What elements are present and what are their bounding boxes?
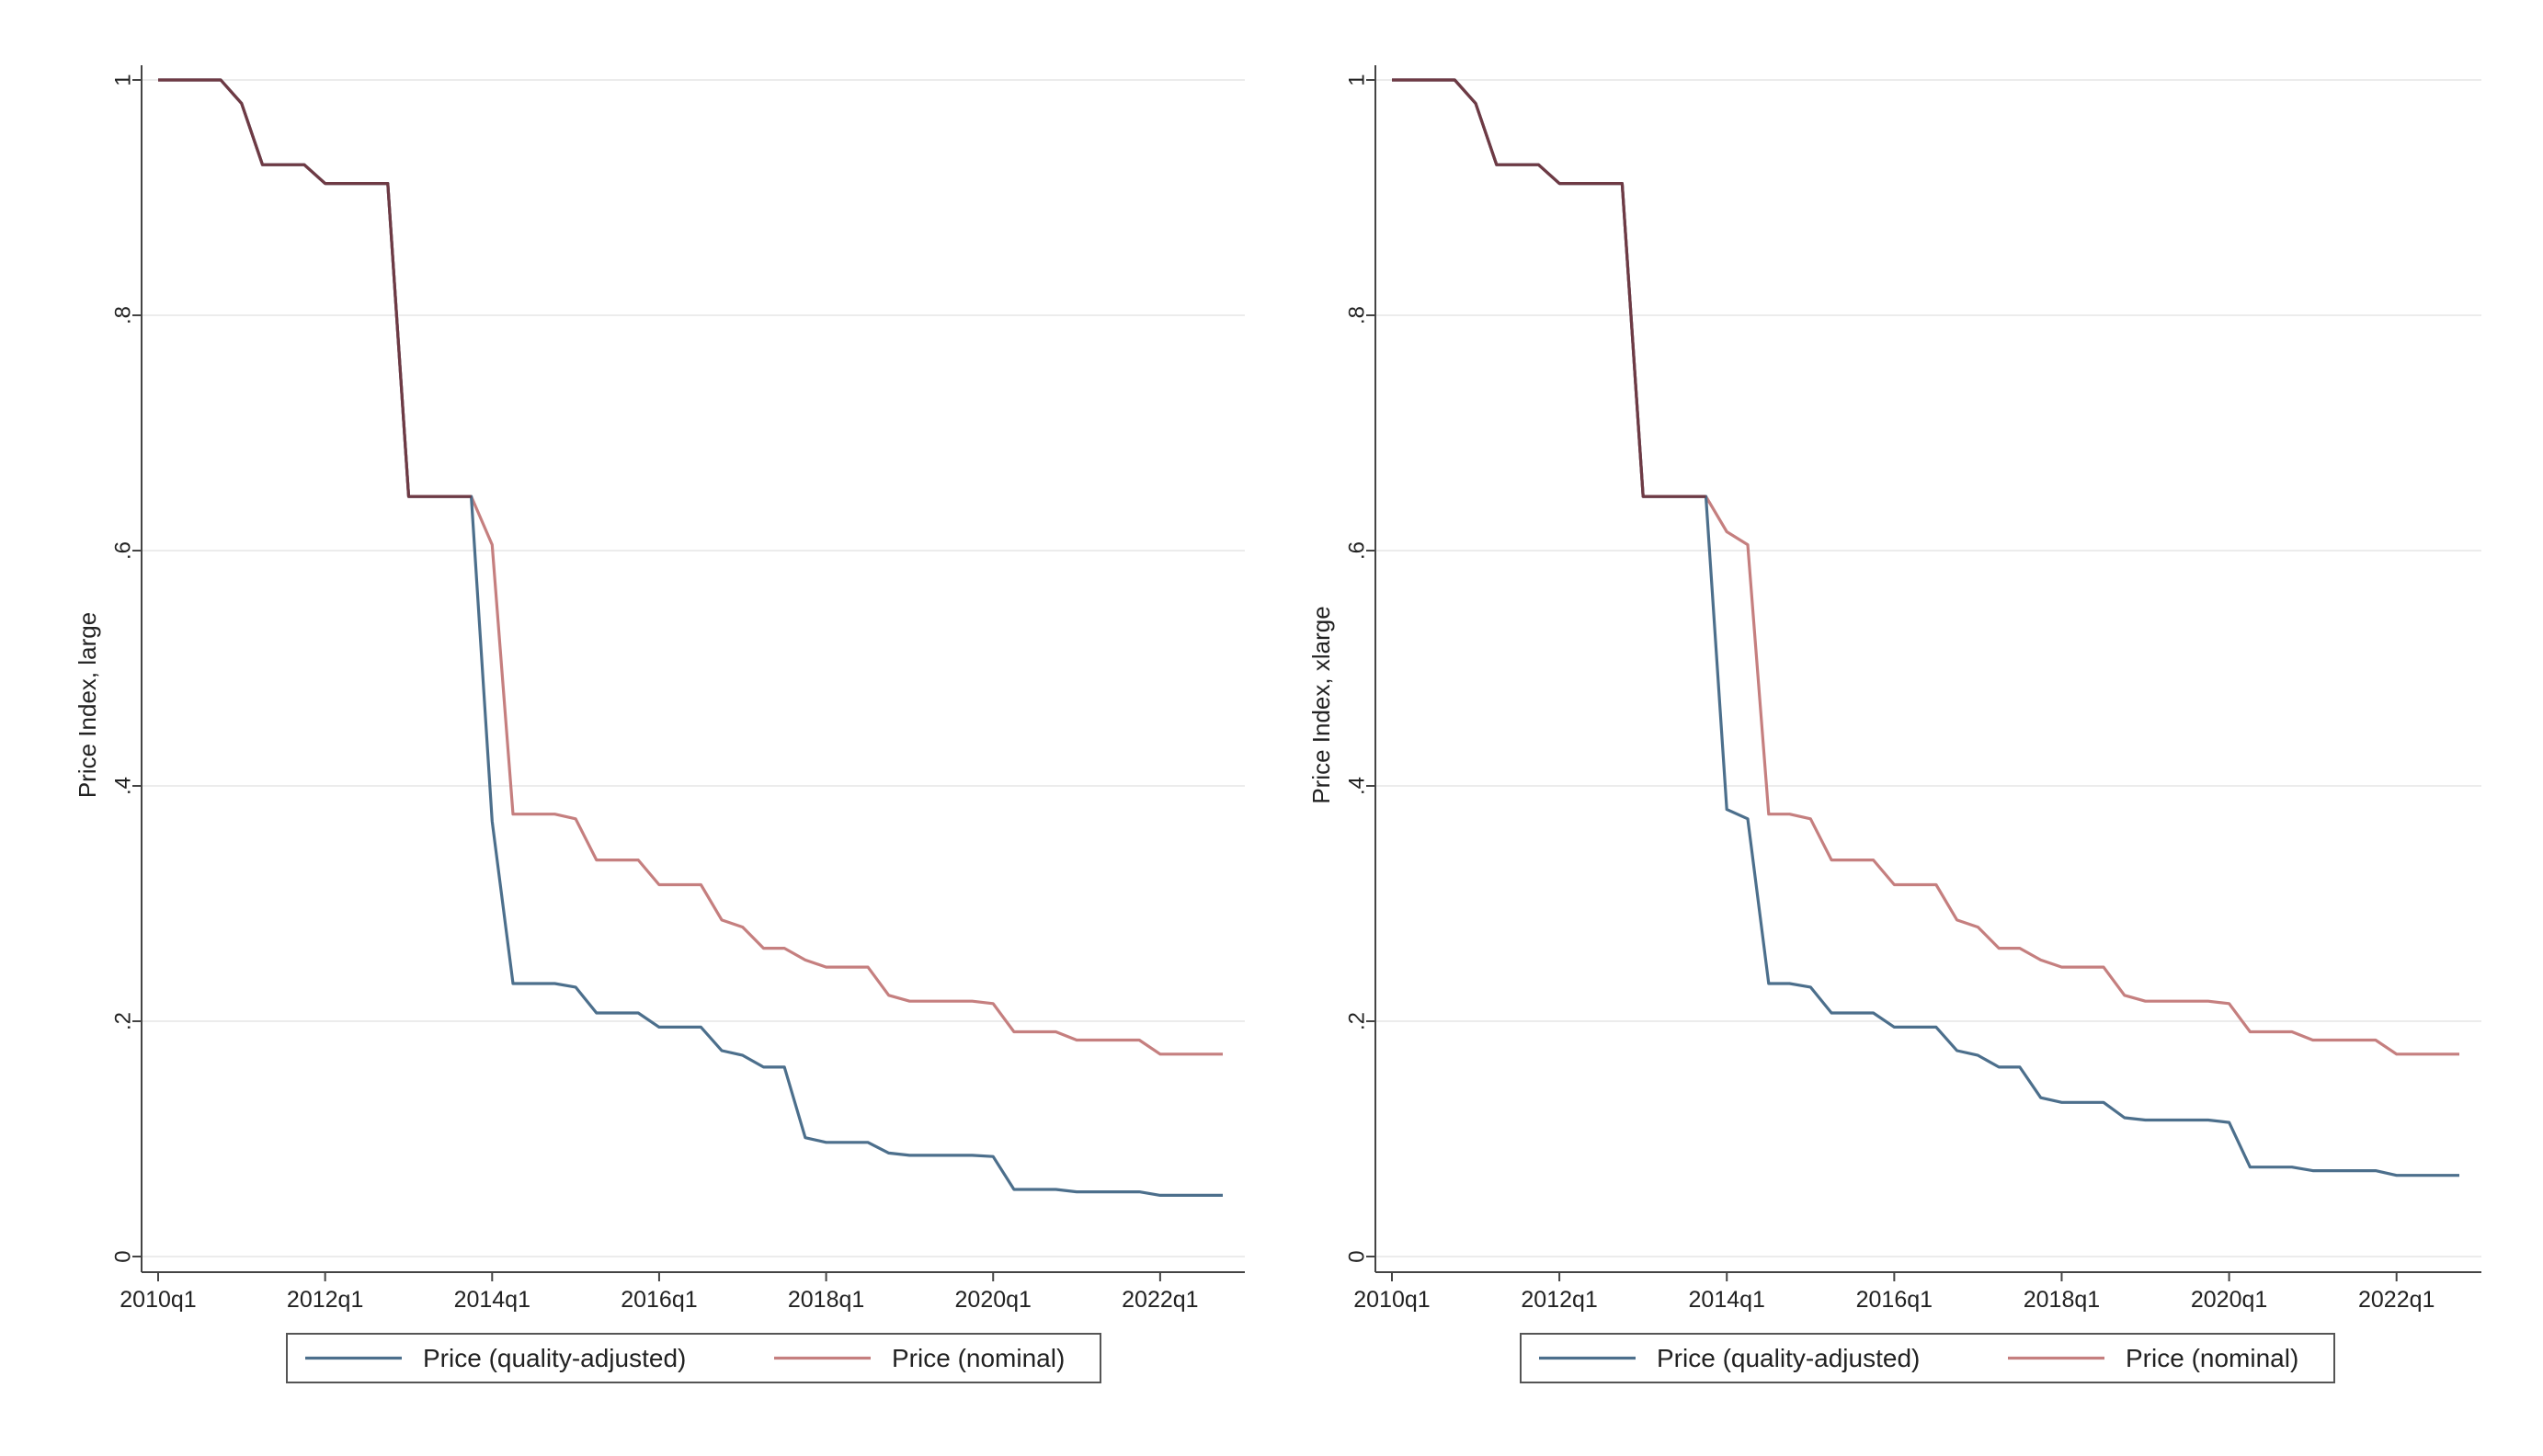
y-tick-label: 0 — [1345, 1250, 1370, 1262]
chart-panel-large: 0 .2 .4 .6 .8 1 2010q1 2012q1 2014q1 2016q1 2018q1… — [74, 65, 1245, 1383]
legend: Price (quality-adjusted) Price (nominal) — [1520, 1333, 2335, 1383]
chart-panel-xlarge: 0 .2 .4 .6 .8 1 2010q1 2012q1 2014q1 2016q1 2018q1… — [1307, 65, 2481, 1383]
x-tick-label: 2014q1 — [1689, 1287, 1765, 1313]
series-line-price-quality-adjusted — [1392, 78, 2459, 1177]
series-line-price-quality-adjusted — [158, 78, 1223, 1198]
x-tick-label: 2010q1 — [1353, 1287, 1430, 1313]
x-tick-label: 2020q1 — [2191, 1287, 2267, 1313]
x-tick-label: 2012q1 — [287, 1287, 363, 1313]
y-tick-label: .8 — [1345, 306, 1370, 324]
x-tick-label: 2016q1 — [1856, 1287, 1933, 1313]
series-line-price-nominal — [158, 78, 1223, 1056]
x-tick-label: 2012q1 — [1521, 1287, 1597, 1313]
legend-label: Price (quality-adjusted) — [423, 1344, 686, 1372]
y-axis-label: Price Index, large — [74, 612, 101, 798]
legend-box — [286, 1333, 1101, 1383]
y-tick-label: .2 — [1345, 1012, 1370, 1030]
legend-label: Price (nominal) — [892, 1344, 1065, 1372]
series-line-price-nominal — [1392, 78, 2459, 1056]
y-tick-label: .2 — [111, 1012, 136, 1030]
legend-label: Price (quality-adjusted) — [1657, 1344, 1920, 1372]
series-overlap-line — [1392, 78, 1706, 498]
y-tick-label: 0 — [111, 1250, 136, 1262]
y-tick-label: 1 — [111, 74, 136, 85]
y-tick-label: .4 — [111, 777, 136, 795]
x-tick-label: 2022q1 — [2358, 1287, 2435, 1313]
y-tick-label: .6 — [1345, 541, 1370, 560]
y-tick-label: .8 — [111, 306, 136, 324]
legend-label: Price (nominal) — [2126, 1344, 2298, 1372]
legend: Price (quality-adjusted) Price (nominal) — [286, 1333, 1101, 1383]
x-tick-label: 2010q1 — [120, 1287, 196, 1313]
x-tick-label: 2018q1 — [788, 1287, 864, 1313]
series-overlap-line — [158, 78, 472, 498]
x-tick-label: 2016q1 — [621, 1287, 697, 1313]
x-tick-label: 2014q1 — [454, 1287, 530, 1313]
y-tick-label: .6 — [111, 541, 136, 560]
y-tick-label: 1 — [1345, 74, 1370, 85]
x-tick-label: 2018q1 — [2024, 1287, 2100, 1313]
x-tick-label: 2020q1 — [955, 1287, 1032, 1313]
y-tick-label: .4 — [1345, 777, 1370, 795]
y-axis-label: Price Index, xlarge — [1307, 606, 1335, 803]
legend-box — [1520, 1333, 2335, 1383]
x-tick-label: 2022q1 — [1122, 1287, 1198, 1313]
